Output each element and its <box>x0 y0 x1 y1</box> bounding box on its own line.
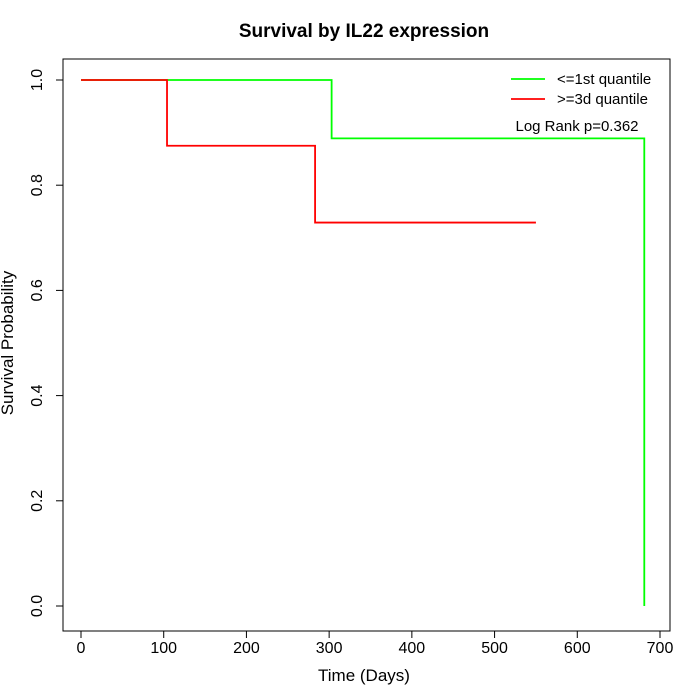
survival-chart: Survival by IL22 expression 0 100 200 300 40… <box>0 0 700 700</box>
chart-title: Survival by IL22 expression <box>239 21 489 42</box>
y-tick-label: 0.4 <box>29 384 46 406</box>
x-tick-label: 0 <box>77 640 86 657</box>
plot-frame <box>63 59 670 631</box>
y-axis: 0.0 0.2 0.4 0.6 0.8 1.0 <box>29 69 63 617</box>
x-tick-label: 200 <box>233 640 260 657</box>
y-tick-label: 0.6 <box>29 279 46 301</box>
x-tick-label: 700 <box>647 640 674 657</box>
series-layer <box>81 80 644 606</box>
y-axis-label: Survival Probability <box>0 270 17 415</box>
x-axis-label: Time (Days) <box>318 666 410 685</box>
y-tick-label: 1.0 <box>29 69 46 91</box>
legend-label-2: >=3d quantile <box>557 91 648 108</box>
series-line-2 <box>81 80 536 223</box>
x-axis: 0 100 200 300 400 500 600 700 <box>77 631 674 657</box>
x-tick-label: 100 <box>150 640 177 657</box>
y-tick-label: 0.8 <box>29 174 46 196</box>
x-tick-label: 600 <box>564 640 591 657</box>
y-tick-label: 0.0 <box>29 595 46 617</box>
x-tick-label: 400 <box>399 640 426 657</box>
legend-label-1: <=1st quantile <box>557 71 651 88</box>
series-line-1 <box>81 80 644 606</box>
x-tick-label: 300 <box>316 640 343 657</box>
logrank-annotation: Log Rank p=0.362 <box>515 118 638 135</box>
y-tick-label: 0.2 <box>29 490 46 512</box>
legend: <=1st quantile >=3d quantile <box>511 71 651 108</box>
x-tick-label: 500 <box>481 640 508 657</box>
